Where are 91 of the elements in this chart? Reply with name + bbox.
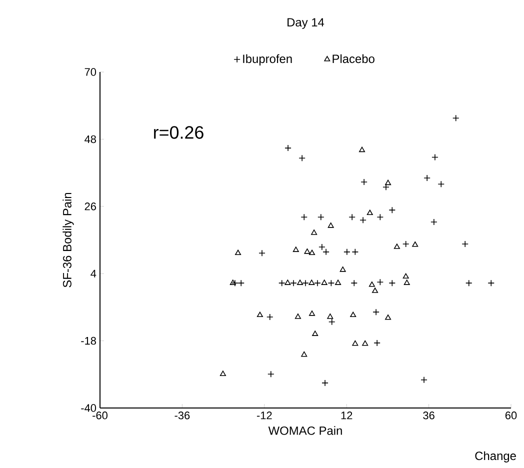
- point: [235, 250, 242, 256]
- point: [385, 314, 392, 320]
- point: [382, 184, 390, 191]
- point: [278, 280, 286, 286]
- point: [318, 214, 324, 220]
- point: [350, 280, 358, 286]
- point: [402, 240, 410, 248]
- point: [360, 216, 366, 224]
- legend-label: Placebo: [332, 54, 374, 64]
- point: [297, 280, 304, 285]
- point: [309, 310, 316, 316]
- point: [321, 280, 328, 285]
- x-tick-label: 12: [341, 412, 352, 420]
- point: [488, 280, 495, 286]
- point: [238, 280, 245, 286]
- point: [314, 280, 321, 286]
- point: [404, 280, 410, 285]
- x-tick-label: 60: [505, 412, 517, 420]
- point: [304, 248, 310, 254]
- point: [432, 154, 438, 161]
- point: [394, 244, 400, 249]
- point: [302, 280, 309, 286]
- point: [430, 218, 438, 226]
- point: [424, 174, 430, 182]
- point: [368, 282, 375, 287]
- y-tick-label: 4: [90, 270, 96, 278]
- point: [292, 246, 299, 252]
- point: [311, 230, 318, 235]
- x-tick-label: -60: [92, 412, 108, 420]
- point: [462, 240, 469, 248]
- point: [352, 248, 359, 256]
- point: [388, 206, 396, 214]
- point: [298, 154, 306, 162]
- point: [266, 314, 274, 320]
- y-tick-label: 48: [84, 135, 96, 144]
- legend-label: Ibuprofen: [243, 54, 292, 66]
- point: [360, 178, 368, 186]
- point: [412, 241, 418, 247]
- x-axis-title: WOMAC Pain: [268, 426, 342, 435]
- point: [301, 351, 308, 357]
- annotation: r=0.26: [154, 126, 204, 139]
- point: [372, 288, 378, 293]
- chart-title: Day 14: [288, 18, 324, 29]
- point: [335, 280, 342, 285]
- x-tick-label: -12: [256, 412, 272, 420]
- point: [374, 340, 380, 346]
- point: [372, 308, 380, 316]
- y-tick-label: 70: [84, 68, 96, 76]
- point: [308, 280, 315, 285]
- point: [294, 314, 301, 319]
- y-tick-label: -40: [81, 404, 96, 412]
- point: [300, 214, 308, 220]
- point: [402, 273, 409, 279]
- point: [376, 214, 384, 220]
- point: [376, 278, 384, 286]
- point: [322, 380, 328, 386]
- point: [385, 180, 392, 186]
- point: [344, 248, 350, 256]
- point: [465, 280, 472, 286]
- point: [290, 280, 297, 286]
- point: [388, 280, 396, 286]
- point: [352, 340, 358, 346]
- point: [420, 376, 428, 384]
- point: [284, 280, 291, 285]
- point: [328, 280, 335, 286]
- point: [327, 314, 334, 319]
- point: [284, 144, 292, 152]
- point: [309, 250, 316, 256]
- x-tick-label: -36: [174, 412, 190, 420]
- point: [438, 180, 445, 188]
- point: [230, 280, 236, 285]
- y-axis-title: SF-36 Bodily Pain: [62, 192, 74, 288]
- x-tick-label: 36: [423, 412, 434, 420]
- point: [220, 370, 226, 376]
- y-tick-label: -18: [81, 336, 96, 345]
- point: [452, 114, 460, 122]
- point: [348, 214, 356, 220]
- point: [312, 330, 318, 336]
- point: [256, 312, 263, 318]
- point: [359, 146, 366, 152]
- point: [268, 370, 274, 378]
- y-tick-label: 26: [84, 202, 96, 210]
- point: [362, 340, 368, 346]
- text: Change: [475, 451, 516, 462]
- point: [340, 266, 346, 272]
- point: [328, 222, 334, 228]
- point: [232, 280, 238, 286]
- point: [350, 312, 356, 318]
- point: [366, 210, 373, 216]
- point: [258, 250, 266, 257]
- point: [328, 318, 336, 326]
